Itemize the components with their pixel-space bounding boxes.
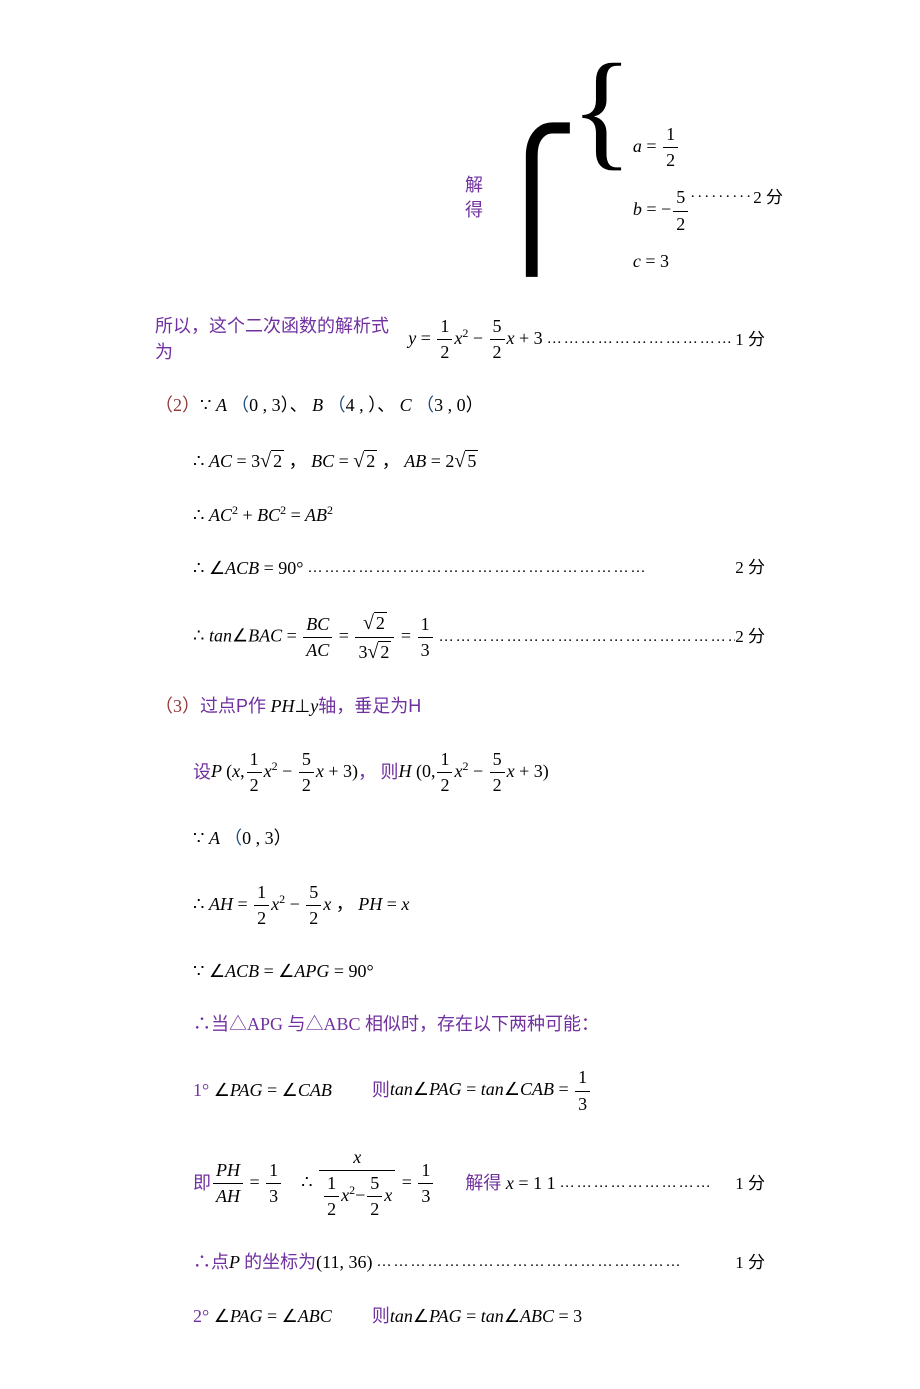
- expr-ahph: ∴ AH = 12x2 − 52x ， PH = x: [193, 880, 409, 931]
- page-content: 解得 ⎧ { a = 12 b = −52 c = 3 ········· 2 …: [0, 0, 920, 1389]
- dots: ………………………………………………: [373, 1252, 736, 1273]
- line-pythag: ∴ AC2 + BC2 = AB2: [155, 503, 765, 528]
- line-a03: ∵ A （0 , 3）: [155, 826, 765, 851]
- line-lengths: ∴ AC = 3√2 ， BC = √2 ， AB = 2√5: [155, 447, 765, 475]
- t94: H (0,12x2 − 52x + 3): [398, 747, 548, 798]
- score-1: 1 分: [735, 328, 765, 352]
- t82: P: [236, 694, 248, 719]
- dots: ………………………………………………: [435, 627, 736, 648]
- then2: 则: [372, 1304, 390, 1329]
- t86: H: [408, 694, 421, 719]
- left-brace-icon: ⎧: [483, 135, 581, 265]
- eq-case1: ∠PAG = ∠CAB: [209, 1078, 332, 1103]
- t81: 过点: [200, 694, 236, 719]
- points-ABC: ∵ A （0 , 3）、 B （4 , ）、 C （3 , 0）: [200, 393, 484, 418]
- line-case1: 1° ∠PAG = ∠CAB 则 tan∠PAG = tan∠CAB = 13: [155, 1065, 765, 1116]
- t92: P (x,12x2 − 52x + 3): [211, 747, 358, 798]
- brace-glyph: {: [571, 110, 633, 286]
- line-pcoord: ∴点 P 的坐标为(11, 36) ……………………………………………… 1 分: [155, 1250, 765, 1275]
- x11: x = 1 1: [501, 1171, 555, 1196]
- line-ahph: ∴ AH = 12x2 − 52x ， PH = x: [155, 880, 765, 931]
- text-so: 所以，这个二次函数的解析式为: [155, 314, 404, 364]
- line-similar: ∴当△APG 与△ABC 相似时，存在以下两种可能：: [155, 1012, 765, 1037]
- tan-case2: tan∠PAG = tan∠ABC = 3: [390, 1304, 582, 1329]
- tan-case1: tan∠PAG = tan∠CAB = 13: [390, 1065, 592, 1116]
- label-2: （2）: [155, 393, 200, 418]
- score-1c: 1 分: [735, 1251, 765, 1275]
- system-column: a = 12 b = −52 c = 3: [633, 110, 690, 286]
- t13: ∴当△APG 与△ABC 相似时，存在以下两种可能：: [193, 1012, 599, 1037]
- expr-y: y = 12x2 − 52x + 3: [404, 314, 543, 365]
- expr-lengths: ∴ AC = 3√2 ， BC = √2 ， AB = 2√5: [193, 447, 478, 475]
- expr-angle: ∴ ∠ACB = 90°: [193, 556, 303, 581]
- brace-system: ⎧: [483, 133, 585, 263]
- expr-a03: ∵ A （0 , 3）: [193, 826, 292, 851]
- t93: ， 则: [358, 760, 399, 785]
- p1136: P 的坐标为(11, 36): [229, 1250, 373, 1275]
- t84: PH⊥y: [266, 694, 318, 719]
- dots: ………………………: [556, 1173, 736, 1194]
- case2: 2°: [193, 1304, 209, 1329]
- t91: 设: [193, 760, 211, 785]
- line-angles: ∵ ∠ACB = ∠APG = 90°: [155, 959, 765, 984]
- t83: 作: [248, 694, 266, 719]
- score-1b: 1 分: [735, 1172, 765, 1196]
- eq-c: c = 3: [633, 249, 690, 274]
- jiede: 解得: [465, 1171, 501, 1196]
- score-2c: 2 分: [735, 625, 765, 649]
- ji: 即: [193, 1171, 211, 1196]
- dots: ·········: [690, 187, 753, 208]
- line-tan: ∴ tan∠BAC = BCAC = √23√2 = 13 ……………………………: [155, 609, 765, 666]
- t85: 轴，垂足为: [318, 694, 408, 719]
- expr-tan: ∴ tan∠BAC = BCAC = √23√2 = 13: [193, 609, 435, 666]
- expr-angles: ∵ ∠ACB = ∠APG = 90°: [193, 959, 374, 984]
- line-setp: 设 P (x,12x2 − 52x + 3) ， 则 H (0,12x2 − 5…: [155, 747, 765, 798]
- eq-a: a = 12: [633, 122, 690, 173]
- line-angle90: ∴ ∠ACB = 90° …………………………………………………… 2 分: [155, 556, 765, 581]
- frac-phah: PHAH = 13: [211, 1158, 283, 1209]
- so-point: ∴点: [193, 1250, 229, 1275]
- frac-big: ∴ x12x2−52x = 13: [301, 1145, 435, 1223]
- line-case2: 2° ∠PAG = ∠ABC 则 tan∠PAG = tan∠ABC = 3: [155, 1304, 765, 1329]
- line-part3: （3） 过点 P 作 PH⊥y 轴，垂足为 H: [155, 694, 765, 719]
- score-2: 2 分: [753, 186, 783, 210]
- label-3: （3）: [155, 694, 200, 719]
- line-solvex: 即 PHAH = 13 ∴ x12x2−52x = 13 解得 x = 1 1 …: [155, 1145, 765, 1223]
- eq-case2: ∠PAG = ∠ABC: [209, 1304, 332, 1329]
- eq-b: b = −52: [633, 185, 690, 236]
- line-quadratic: 所以，这个二次函数的解析式为 y = 12x2 − 52x + 3 …………………: [155, 314, 765, 365]
- expr-pythag: ∴ AC2 + BC2 = AB2: [193, 503, 333, 528]
- dots: ……………………………………………………: [303, 558, 735, 579]
- text-solve: 解得: [465, 173, 483, 223]
- line-points: （2） ∵ A （0 , 3）、 B （4 , ）、 C （3 , 0）: [155, 393, 765, 418]
- score-2b: 2 分: [735, 556, 765, 580]
- then1: 则: [372, 1078, 390, 1103]
- dots: ……………………………: [543, 329, 736, 350]
- case1: 1°: [193, 1078, 209, 1103]
- brace-system-inner: { a = 12 b = −52 c = 3: [571, 110, 691, 286]
- eq-system-line: 解得 ⎧ { a = 12 b = −52 c = 3 ········· 2 …: [465, 110, 765, 286]
